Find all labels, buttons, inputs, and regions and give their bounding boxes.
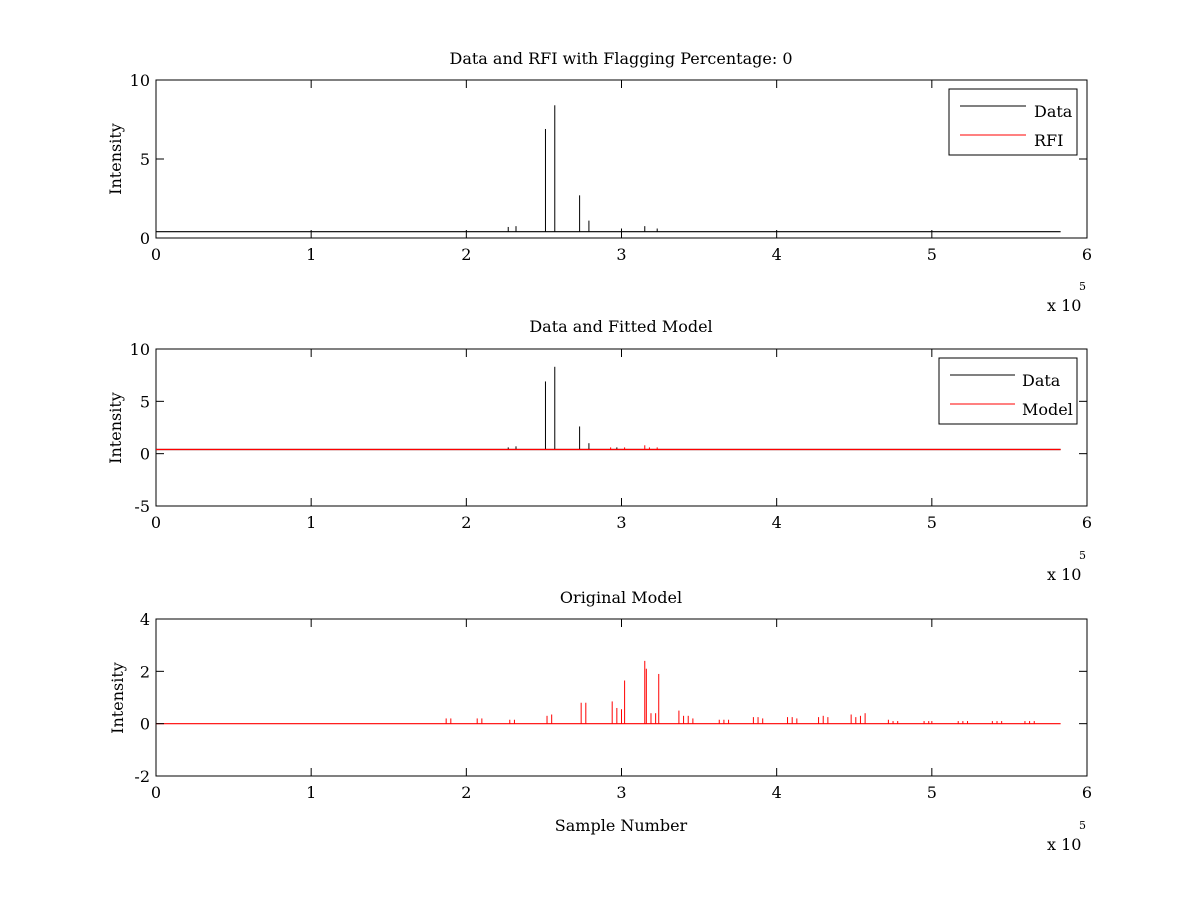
y-axis-label: Intensity (106, 123, 125, 195)
y-tick-label: 0 (140, 715, 150, 734)
y-tick-label: 2 (140, 662, 150, 681)
y-tick-label: 4 (140, 610, 150, 629)
x-axis-exponent: 5 (1079, 280, 1086, 293)
y-axis-label: Intensity (106, 392, 125, 464)
y-tick-label: 10 (130, 340, 150, 359)
legend-box (948, 88, 1078, 156)
x-tick-label: 5 (927, 245, 937, 264)
x-tick-label: 3 (616, 245, 626, 264)
x-axis-ticks: 0 1 2 3 4 5 6 (151, 349, 1092, 532)
data-lines (156, 366, 1061, 451)
chart-title: Original Model (560, 588, 682, 607)
x-axis-exponent: 5 (1079, 549, 1086, 562)
x-tick-label: 3 (616, 783, 626, 802)
legend: Data RFI (948, 88, 1078, 156)
legend: Data Model (938, 357, 1078, 425)
plot-area (155, 79, 1088, 239)
x-tick-label: 5 (927, 783, 937, 802)
x-tick-label: 0 (151, 513, 161, 532)
x-tick-label: 4 (772, 245, 782, 264)
x-tick-label: 4 (772, 783, 782, 802)
y-axis-ticks: -2 0 2 4 (134, 610, 1087, 786)
legend-label-model: Model (1022, 400, 1073, 419)
x-tick-label: 3 (616, 513, 626, 532)
x-tick-label: 4 (772, 513, 782, 532)
plot-area (155, 618, 1088, 777)
x-tick-label: 2 (461, 783, 471, 802)
x-tick-label: 6 (1082, 783, 1092, 802)
data-lines (156, 105, 1061, 233)
x-axis-multiplier: x 10 (1047, 565, 1081, 584)
x-axis-label: Sample Number (555, 816, 688, 835)
x-axis-exponent: 5 (1079, 819, 1086, 832)
x-axis-ticks: 0 1 2 3 4 5 6 (151, 80, 1092, 264)
legend-label-data: Data (1022, 371, 1061, 390)
x-tick-label: 6 (1082, 513, 1092, 532)
x-tick-label: 1 (306, 513, 316, 532)
y-tick-label: 5 (140, 150, 150, 169)
chart-panel-1: Data and RFI with Flagging Percentage: 0… (106, 49, 1092, 315)
data-lines (156, 660, 1061, 725)
x-tick-label: 5 (927, 513, 937, 532)
x-axis-multiplier: x 10 (1047, 296, 1081, 315)
y-tick-label: 10 (130, 71, 150, 90)
x-tick-label: 1 (306, 783, 316, 802)
y-tick-label: -2 (134, 767, 150, 786)
legend-label-data: Data (1034, 102, 1073, 121)
x-axis-multiplier: x 10 (1047, 835, 1081, 854)
y-tick-label: 0 (140, 445, 150, 464)
chart-title: Data and RFI with Flagging Percentage: 0 (449, 49, 792, 68)
y-tick-label: 0 (140, 229, 150, 248)
y-axis-ticks: -5 0 5 10 (130, 340, 1087, 516)
y-tick-label: -5 (134, 497, 150, 516)
x-axis-ticks: 0 1 2 3 4 5 6 (151, 619, 1092, 802)
x-tick-label: 2 (461, 513, 471, 532)
chart-title: Data and Fitted Model (529, 317, 712, 336)
y-tick-label: 5 (140, 392, 150, 411)
x-tick-label: 2 (461, 245, 471, 264)
x-tick-label: 0 (151, 783, 161, 802)
x-tick-label: 6 (1082, 245, 1092, 264)
y-axis-ticks: 0 5 10 (130, 71, 1087, 248)
legend-label-rfi: RFI (1034, 131, 1063, 150)
x-tick-label: 0 (151, 245, 161, 264)
x-tick-label: 1 (306, 245, 316, 264)
legend-box (938, 357, 1078, 425)
y-axis-label: Intensity (108, 662, 127, 734)
